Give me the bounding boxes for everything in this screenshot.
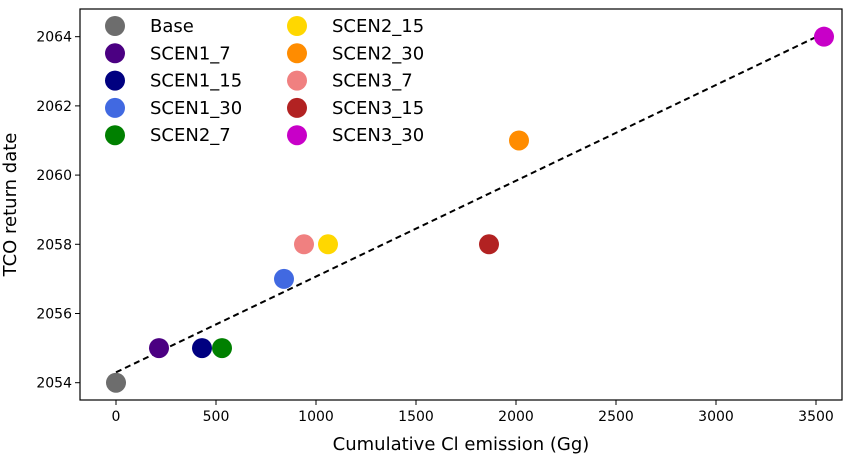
x-axis-label: Cumulative Cl emission (Gg) (333, 434, 590, 455)
y-axis-label: TCO return date (0, 133, 21, 278)
legend: Base SCEN1_7 SCEN1_15 SCEN1_30 SCEN2_7 SCEN2_… (105, 16, 424, 146)
x-tick-label-3500: 3500 (798, 409, 834, 425)
point-base (106, 372, 126, 393)
data-points (106, 26, 834, 393)
x-tick-label-1000: 1000 (298, 409, 334, 425)
y-tick-label-2064: 2064 (36, 30, 72, 46)
legend-marker-scen1-7 (105, 43, 125, 64)
legend-marker-base (105, 16, 125, 36)
point-scen1-7 (149, 338, 169, 359)
legend-label-scen2-7: SCEN2_7 (150, 125, 231, 146)
legend-label-scen2-15: SCEN2_15 (332, 16, 424, 37)
legend-label-scen1-7: SCEN1_7 (150, 43, 231, 64)
legend-label-scen1-30: SCEN1_30 (150, 98, 242, 119)
x-tick-label-0: 0 (112, 409, 121, 425)
legend-marker-scen2-7 (105, 125, 125, 146)
legend-marker-scen3-30 (287, 125, 307, 146)
point-scen3-15 (479, 234, 499, 255)
x-tick-label-1500: 1500 (398, 409, 434, 425)
y-tick-label-2054: 2054 (36, 376, 72, 392)
y-tick-label-2056: 2056 (36, 306, 72, 322)
y-tick-label-2062: 2062 (36, 99, 72, 115)
x-tick-label-3000: 3000 (698, 409, 734, 425)
legend-marker-scen2-15 (287, 16, 307, 36)
y-tick-label-2058: 2058 (36, 237, 72, 253)
legend-label-scen2-30: SCEN2_30 (332, 43, 424, 64)
legend-marker-scen1-30 (105, 97, 125, 118)
legend-marker-scen3-7 (287, 70, 307, 91)
legend-marker-scen3-15 (287, 97, 307, 118)
x-tick-label-500: 500 (203, 409, 230, 425)
x-tick-label-2000: 2000 (498, 409, 534, 425)
point-scen2-15 (318, 234, 338, 255)
plot-frame (79, 8, 843, 401)
x-tick-label-2500: 2500 (598, 409, 634, 425)
legend-label-scen1-15: SCEN1_15 (150, 71, 242, 92)
legend-label-scen3-7: SCEN3_7 (332, 71, 413, 92)
legend-marker-scen1-15 (105, 70, 125, 91)
point-scen3-30 (814, 26, 834, 47)
point-scen1-30 (274, 268, 294, 289)
y-tick-label-2060: 2060 (36, 168, 72, 184)
axis-ticks: 0 500 1000 1500 2000 2500 3000 3500 2054 2056 2058… (36, 30, 833, 425)
legend-marker-scen2-30 (287, 43, 307, 64)
legend-label-scen3-30: SCEN3_30 (332, 125, 424, 146)
trendline (115, 32, 825, 374)
legend-label-base: Base (150, 16, 194, 37)
point-scen1-15 (192, 338, 212, 359)
point-scen2-30 (509, 130, 529, 151)
point-scen2-7 (212, 338, 232, 359)
legend-label-scen3-15: SCEN3_15 (332, 98, 424, 119)
point-scen3-7 (294, 234, 314, 255)
